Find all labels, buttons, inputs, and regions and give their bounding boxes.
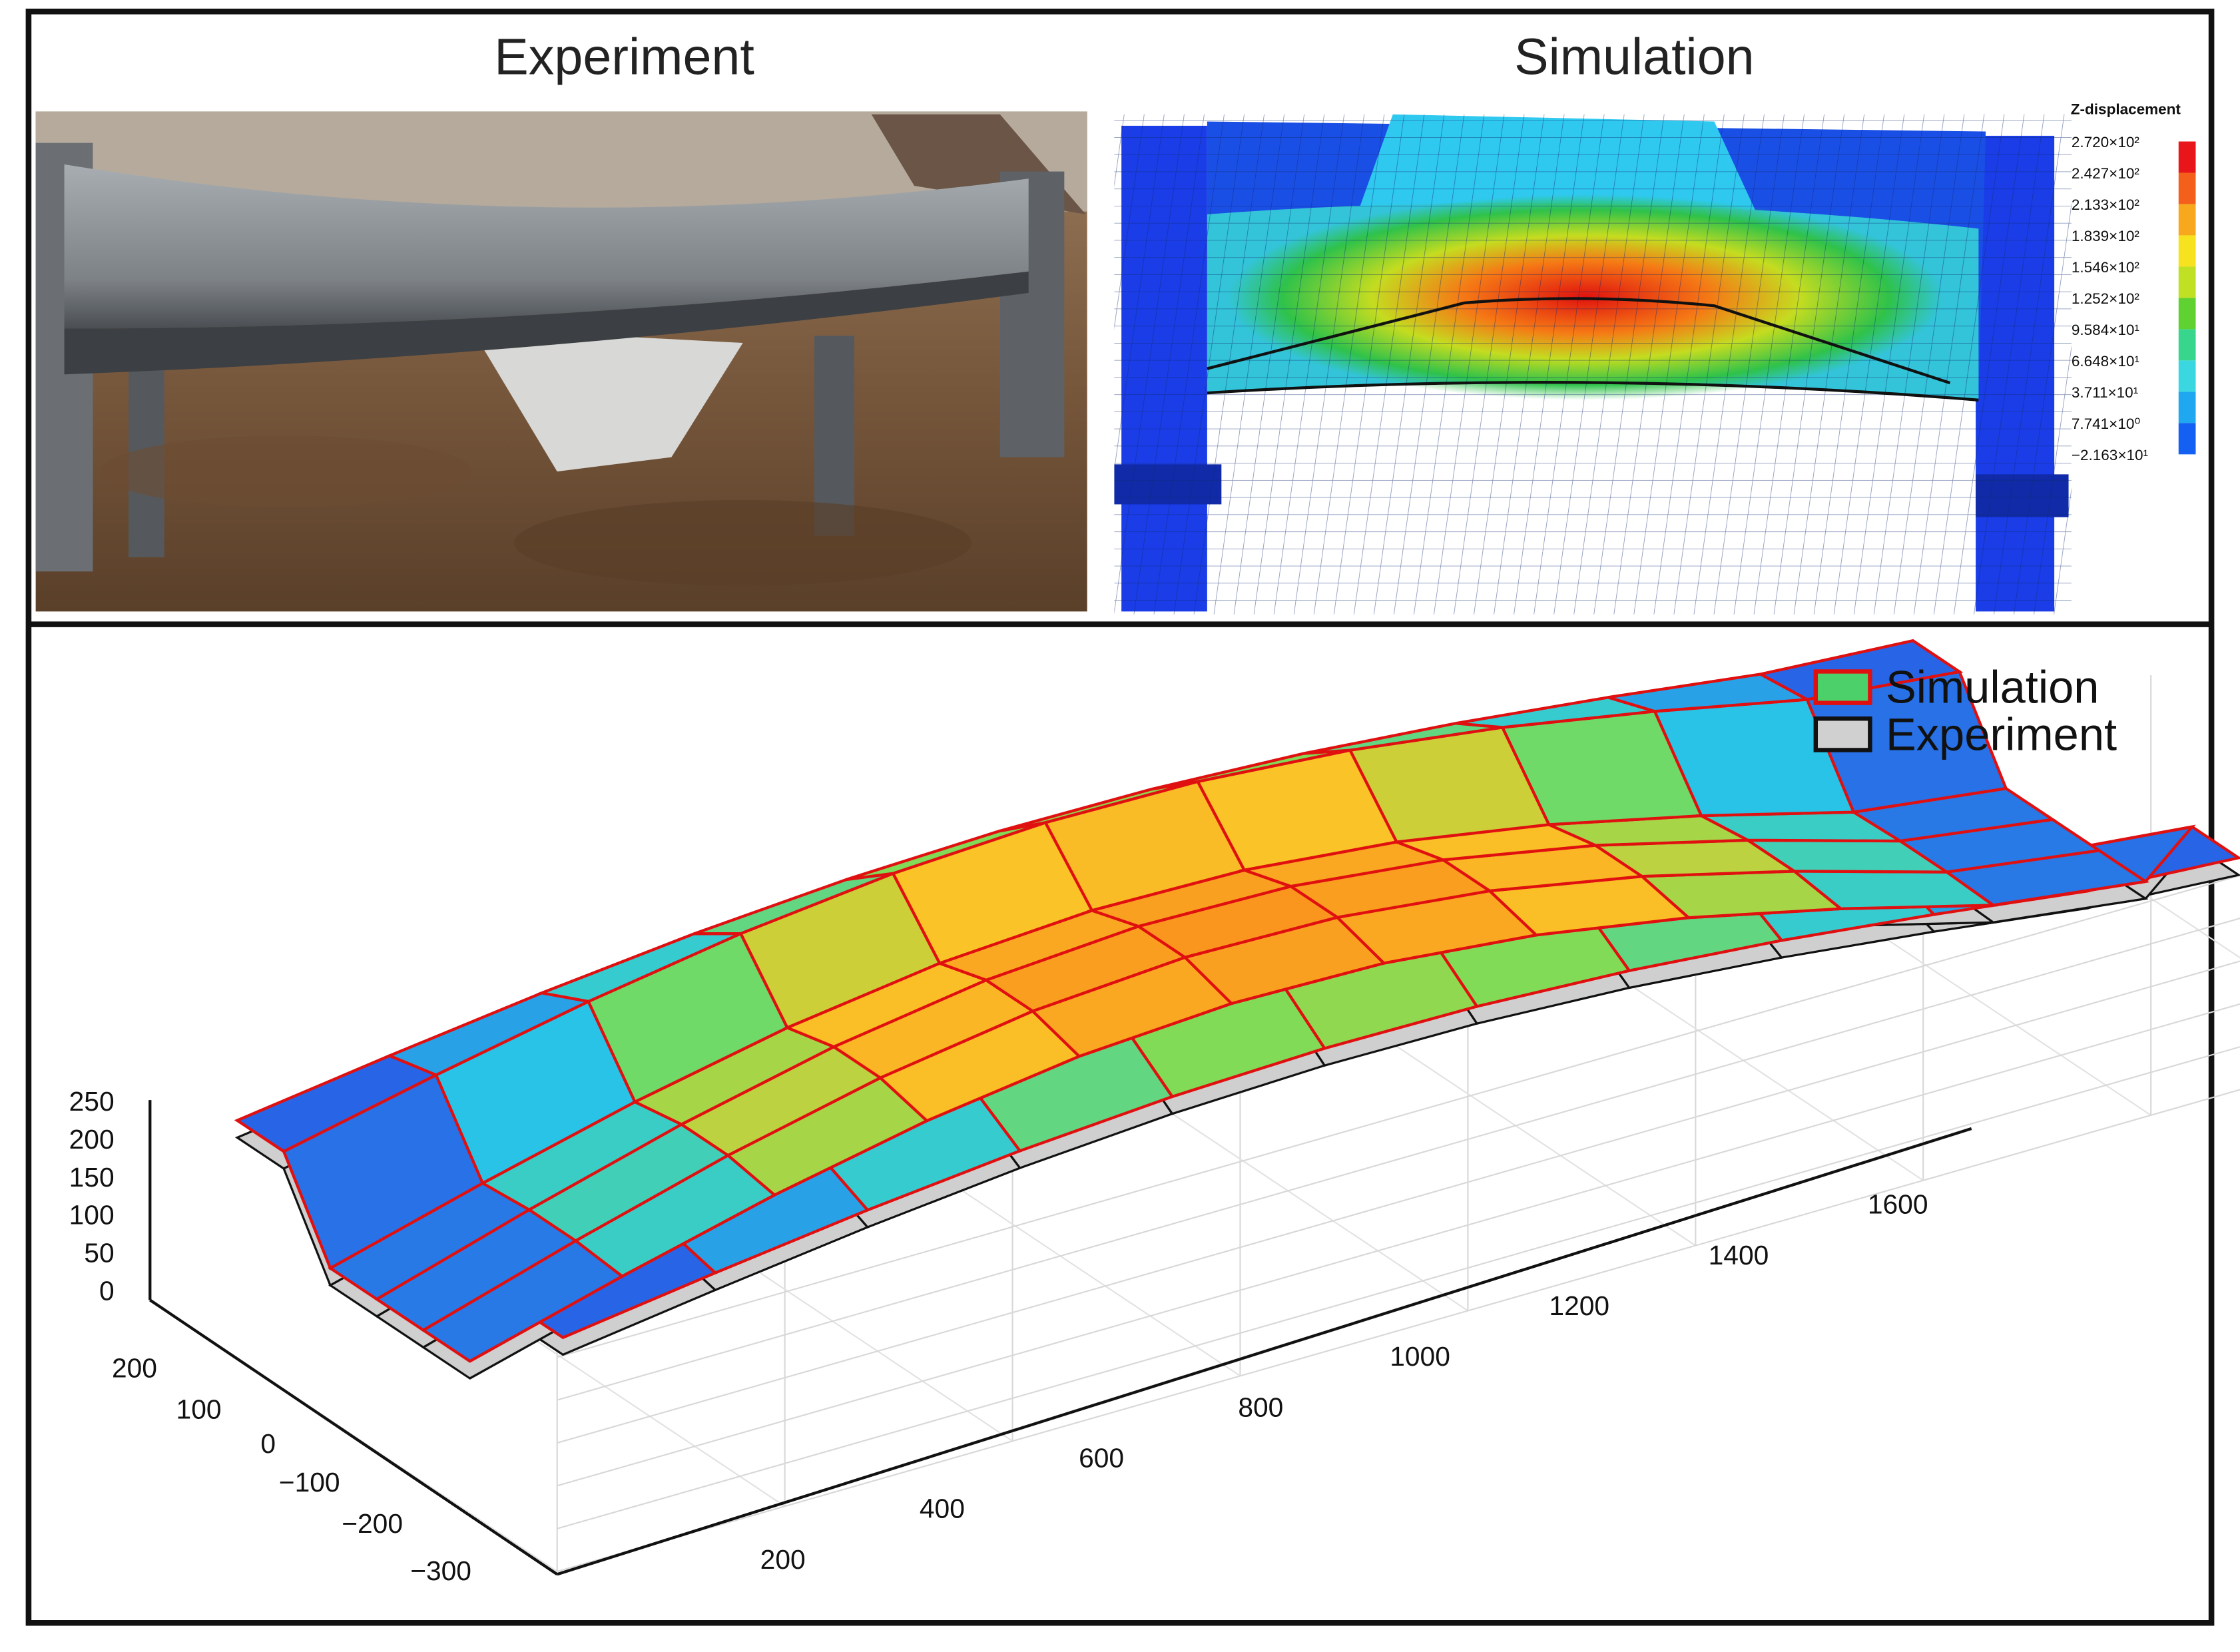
tick-label: 800: [1238, 1392, 1283, 1422]
tick-label: −300: [410, 1555, 471, 1586]
tick-label: 250: [69, 1086, 115, 1117]
grid-line: [557, 1089, 2240, 1573]
colorbar-label: 1.839×10²: [2072, 228, 2140, 244]
tick-label: −100: [279, 1467, 340, 1498]
colorbar-label: 9.584×10¹: [2072, 322, 2139, 338]
colorbar: 2.720×10² 2.427×10² 2.133×10² 1.839×10² 1.54…: [2072, 134, 2196, 463]
grid-line: [557, 874, 2240, 1358]
colorbar-segment: [2178, 423, 2196, 455]
grid-line: [557, 960, 2240, 1444]
grid-line: [557, 1003, 2240, 1487]
legend: Simulation Experiment: [1813, 662, 2117, 760]
tick-label: 0: [99, 1275, 115, 1306]
legend-swatch: [1813, 669, 1872, 705]
colorbar-label: −2.163×10¹: [2072, 447, 2148, 463]
colorbar-label: 3.711×10¹: [2072, 384, 2138, 401]
colorbar-label: 1.546×10²: [2072, 259, 2140, 276]
tick-label: 1000: [1390, 1341, 1450, 1372]
tick-label: 200: [760, 1544, 806, 1575]
colorbar-segment: [2178, 172, 2196, 204]
colorbar-segment: [2178, 204, 2196, 236]
tick-label: 200: [112, 1352, 157, 1383]
axis-line: [149, 1298, 558, 1576]
colorbar-title: Z-displacement: [2071, 101, 2181, 118]
panel-title: Simulation: [1514, 29, 1755, 86]
tick-label: 0: [260, 1428, 276, 1459]
tick-label: 50: [84, 1238, 114, 1268]
tick-label: 1200: [1549, 1290, 1609, 1321]
colorbar-segment: [2178, 360, 2196, 392]
tick-label: 200: [69, 1124, 115, 1155]
legend-label: Experiment: [1886, 708, 2117, 760]
tick-label: 1400: [1709, 1240, 1769, 1270]
colorbar-segment: [2178, 235, 2196, 267]
tick-label: 100: [176, 1394, 222, 1424]
tick-label: 600: [1079, 1442, 1124, 1473]
colorbar-segment: [2178, 141, 2196, 173]
outer-frame: [25, 8, 2215, 1626]
tick-label: 400: [920, 1494, 965, 1524]
grid-line: [557, 917, 2240, 1401]
tick-label: 1600: [1868, 1189, 1928, 1220]
colorbar-label: 1.252×10²: [2072, 290, 2140, 307]
tick-label: 150: [69, 1162, 115, 1193]
colorbar-label: 2.133×10²: [2072, 196, 2140, 213]
tick-label: −200: [342, 1508, 403, 1539]
legend-label: Simulation: [1886, 662, 2099, 713]
panel-title: Experiment: [494, 29, 754, 86]
colorbar-segment: [2178, 298, 2196, 330]
colorbar-label: 7.741×10⁰: [2072, 415, 2141, 432]
colorbar-segment: [2178, 266, 2196, 298]
colorbar-segment: [2178, 392, 2196, 423]
legend-swatch: [1813, 716, 1872, 752]
colorbar-segment: [2178, 329, 2196, 361]
simulation-image: [1114, 114, 2072, 615]
experiment-photo: [35, 111, 1087, 612]
axis-line: [557, 1127, 1972, 1576]
colorbar-label: 2.427×10²: [2072, 165, 2140, 182]
grid-line: [557, 1046, 2240, 1529]
colorbar-label: 2.720×10²: [2072, 134, 2140, 150]
tick-label: 100: [69, 1200, 115, 1231]
colorbar-label: 6.648×10¹: [2072, 353, 2139, 370]
